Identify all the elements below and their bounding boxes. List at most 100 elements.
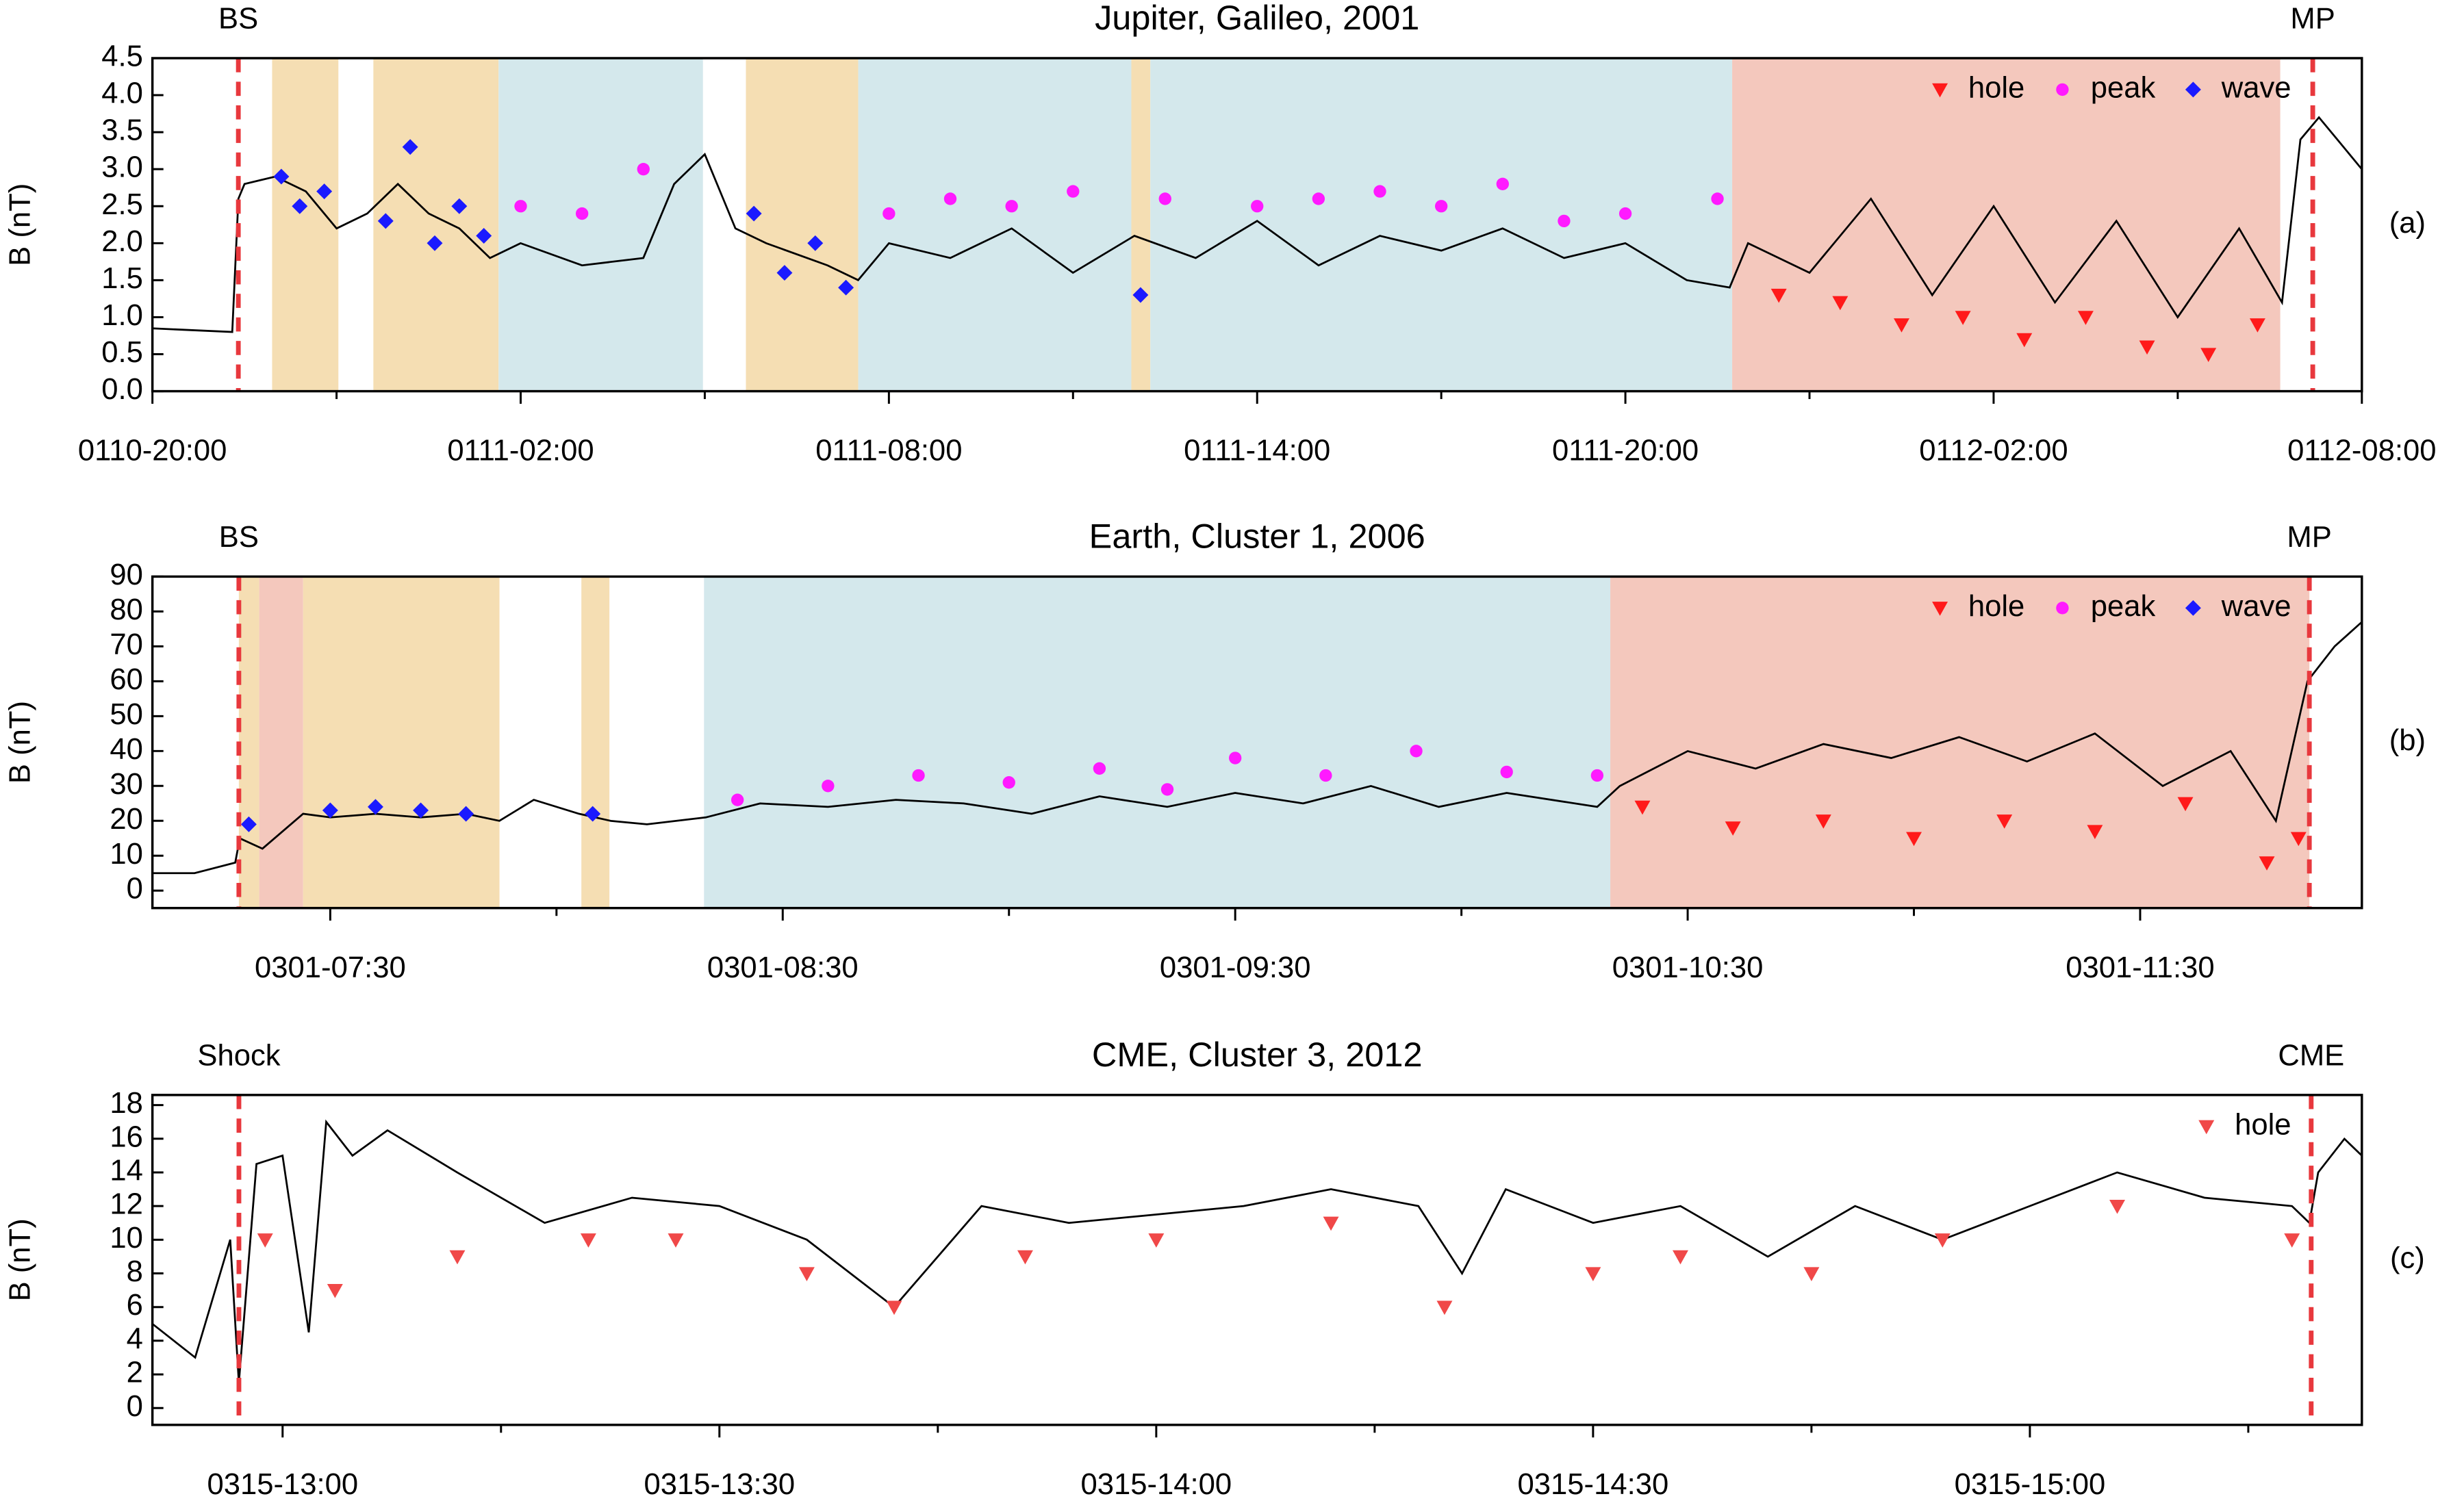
legend-label: hole bbox=[2235, 1108, 2291, 1141]
y-tick-label: 10 bbox=[110, 1222, 143, 1255]
x-tick-label: 0301-11:30 bbox=[2066, 951, 2214, 984]
y-tick-label: 12 bbox=[110, 1188, 143, 1221]
y-tick-label: 0 bbox=[127, 873, 143, 905]
hole-marker bbox=[1634, 800, 1651, 815]
panel: CME, Cluster 3, 2012 B (nT) (c) 02468101214… bbox=[4, 1035, 2425, 1501]
y-tick-label: 2.5 bbox=[101, 188, 143, 221]
y-tick-label: 8 bbox=[127, 1255, 143, 1288]
peak-marker bbox=[1496, 177, 1509, 190]
wave-marker bbox=[2185, 600, 2201, 616]
region bbox=[1131, 57, 1151, 391]
wave-marker bbox=[2185, 81, 2201, 98]
x-tick-label: 0315-13:00 bbox=[207, 1468, 358, 1501]
wave-marker bbox=[292, 198, 308, 214]
boundary-label: MP bbox=[2290, 2, 2335, 35]
x-tick-label: 0301-09:30 bbox=[1160, 951, 1311, 984]
hole-marker bbox=[1832, 296, 1849, 311]
chart-title: CME, Cluster 3, 2012 bbox=[1092, 1035, 1423, 1074]
hole-marker bbox=[1803, 1267, 1820, 1282]
hole-marker bbox=[798, 1267, 815, 1282]
peak-marker bbox=[912, 769, 925, 782]
hole-marker bbox=[1770, 288, 1787, 303]
y-tick-label: 10 bbox=[110, 838, 143, 871]
y-tick-label: 30 bbox=[110, 768, 143, 801]
hole-marker bbox=[1323, 1216, 1339, 1231]
hole-marker bbox=[327, 1283, 343, 1298]
x-tick-label: 0301-07:30 bbox=[255, 951, 406, 984]
region bbox=[303, 576, 500, 908]
peak-marker bbox=[1500, 765, 1513, 779]
hole-marker bbox=[1815, 814, 1831, 829]
boundary-label: BS bbox=[219, 521, 259, 554]
boundary-label: CME bbox=[2278, 1039, 2344, 1072]
peak-marker bbox=[637, 162, 650, 176]
hole-marker bbox=[1996, 814, 2013, 829]
y-axis-label: B (nT) bbox=[4, 1218, 37, 1301]
x-tick-label: 0111-14:00 bbox=[1184, 435, 1330, 467]
peak-marker bbox=[1711, 192, 1724, 205]
y-tick-label: 0 bbox=[127, 1390, 143, 1423]
wave-marker bbox=[1132, 287, 1149, 303]
hole-marker bbox=[1932, 602, 1948, 616]
y-tick-label: 0.5 bbox=[101, 336, 143, 369]
peak-marker bbox=[1005, 200, 1018, 213]
y-tick-label: 90 bbox=[110, 558, 143, 591]
y-tick-label: 1.0 bbox=[101, 299, 143, 332]
hole-marker bbox=[1934, 1233, 1951, 1248]
y-tick-label: 6 bbox=[127, 1289, 143, 1322]
x-tick-label: 0111-08:00 bbox=[815, 435, 962, 467]
wave-marker bbox=[240, 816, 257, 832]
legend-label: hole bbox=[1968, 71, 2024, 104]
y-tick-label: 2.0 bbox=[101, 225, 143, 258]
region bbox=[373, 57, 499, 391]
wave-marker bbox=[273, 168, 290, 185]
peak-marker bbox=[1410, 745, 1423, 758]
y-tick-label: 60 bbox=[110, 663, 143, 696]
hole-marker bbox=[257, 1233, 273, 1248]
peak-marker bbox=[822, 780, 835, 793]
y-tick-label: 1.5 bbox=[101, 262, 143, 295]
x-tick-label: 0301-10:30 bbox=[1612, 951, 1764, 984]
wave-marker bbox=[776, 265, 793, 281]
hole-marker bbox=[2077, 311, 2094, 325]
region bbox=[704, 576, 1611, 908]
x-tick-label: 0111-02:00 bbox=[447, 435, 594, 467]
region bbox=[858, 57, 1132, 391]
legend-label: wave bbox=[2221, 590, 2291, 623]
region bbox=[259, 576, 303, 908]
region bbox=[1610, 576, 2310, 908]
hole-marker bbox=[668, 1233, 684, 1248]
peak-marker bbox=[943, 192, 957, 205]
hole-marker bbox=[2177, 797, 2194, 812]
region bbox=[1150, 57, 1733, 391]
hole-marker bbox=[1436, 1300, 1453, 1315]
legend-label: peak bbox=[2091, 71, 2156, 104]
peak-marker bbox=[1590, 769, 1604, 782]
peak-marker bbox=[1434, 200, 1448, 213]
y-tick-label: 0.0 bbox=[101, 373, 143, 406]
y-tick-label: 4 bbox=[127, 1322, 143, 1355]
hole-marker bbox=[2200, 348, 2217, 362]
peak-marker bbox=[1312, 192, 1325, 205]
panel: Jupiter, Galileo, 2001 B (nT) (a) 0.0 0.5 1.0… bbox=[4, 0, 2437, 467]
hole-marker bbox=[1673, 1250, 1688, 1265]
hole-marker bbox=[2087, 825, 2103, 840]
hole-marker bbox=[2139, 340, 2155, 355]
wave-marker bbox=[402, 139, 418, 155]
hole-marker bbox=[449, 1250, 466, 1265]
x-tick-label: 0112-02:00 bbox=[1919, 435, 2068, 467]
y-tick-label: 70 bbox=[110, 628, 143, 661]
wave-marker bbox=[451, 198, 468, 214]
hole-marker bbox=[2016, 333, 2033, 348]
hole-marker bbox=[1017, 1250, 1033, 1265]
boundary-label: BS bbox=[218, 2, 258, 35]
hole-marker bbox=[2109, 1199, 2125, 1214]
hole-marker bbox=[580, 1233, 596, 1248]
y-tick-label: 4.0 bbox=[101, 77, 143, 110]
y-tick-label: 4.5 bbox=[101, 40, 143, 73]
y-tick-label: 40 bbox=[110, 733, 143, 766]
hole-marker bbox=[2290, 832, 2307, 847]
y-tick-label: 2 bbox=[127, 1357, 143, 1389]
